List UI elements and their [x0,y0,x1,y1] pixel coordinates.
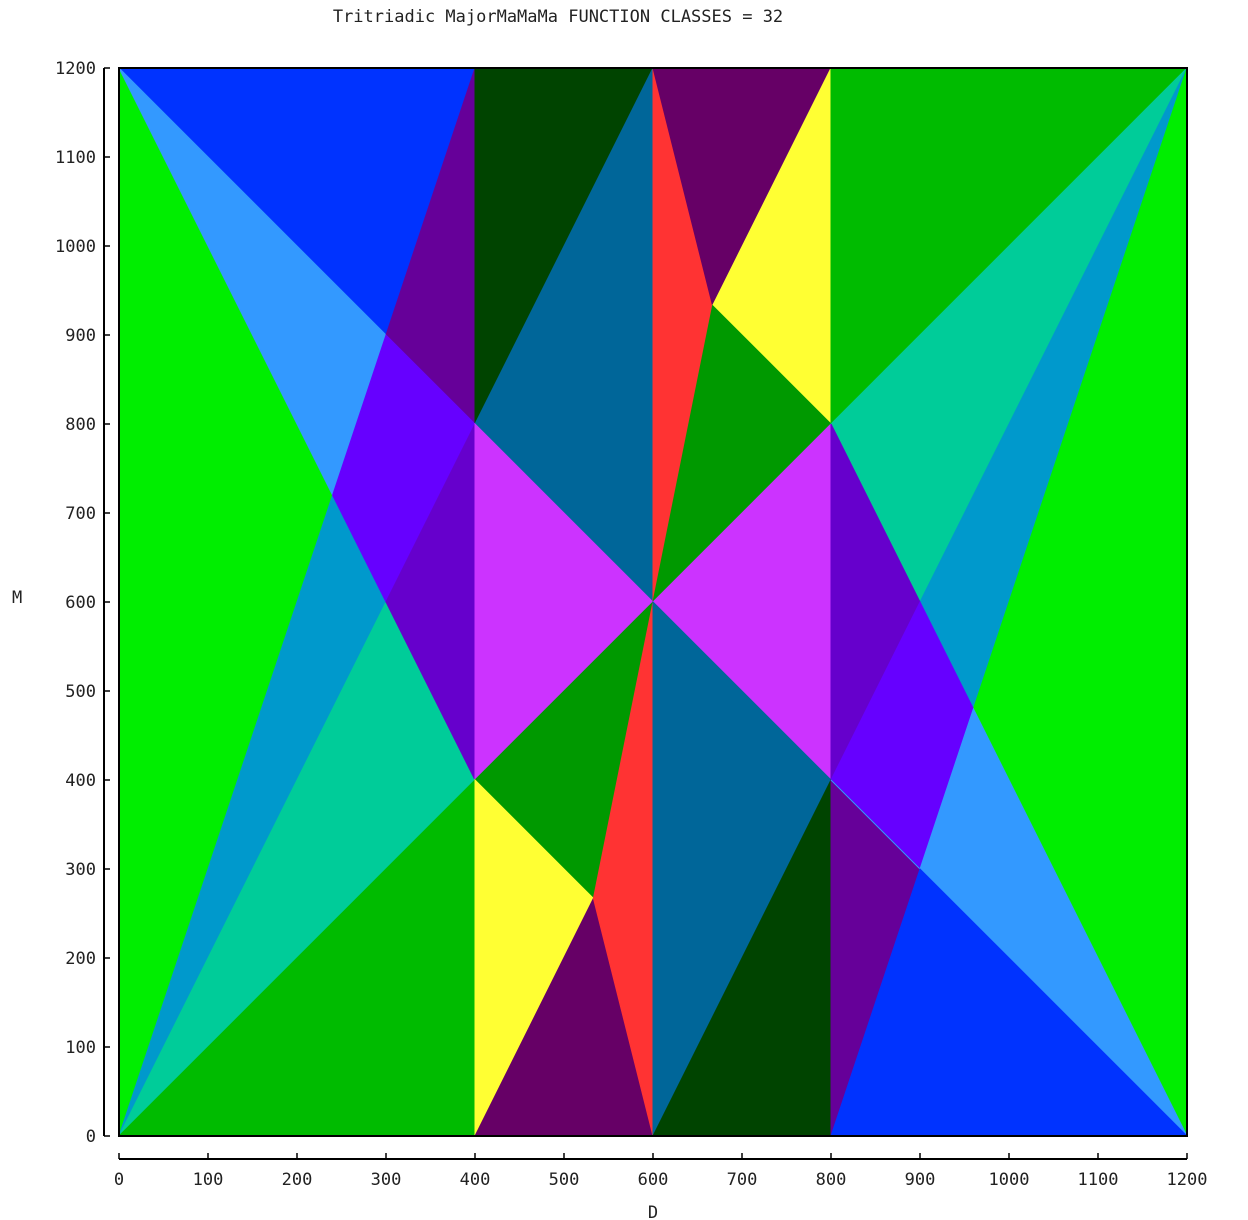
x-tick-label: 1100 [1078,1170,1119,1190]
y-tick-label: 1100 [55,148,96,168]
x-tick-label: 200 [282,1170,313,1190]
y-tick-label: 900 [65,326,96,346]
x-tick-label: 0 [114,1170,124,1190]
x-axis-label: D [648,1203,658,1220]
chart-title: Tritriadic MajorMaMaMa FUNCTION CLASSES … [333,7,783,27]
x-tick-label: 500 [549,1170,580,1190]
x-tick-label: 100 [193,1170,224,1190]
x-tick-label: 1000 [989,1170,1030,1190]
y-tick-label: 300 [65,860,96,880]
x-tick-label: 400 [460,1170,491,1190]
y-tick-label: 100 [65,1038,96,1058]
x-tick-label: 700 [727,1170,758,1190]
y-tick-label: 700 [65,504,96,524]
y-tick-label: 200 [65,949,96,969]
y-axis: 0 100 200 300 400 500 600 700 800 900 1000 1100 1200 [55,59,110,1147]
y-tick-label: 500 [65,682,96,702]
x-tick-label: 1200 [1167,1170,1208,1190]
x-tick-label: 300 [371,1170,402,1190]
x-tick-label: 800 [816,1170,847,1190]
y-tick-label: 1200 [55,59,96,79]
y-tick-label: 1000 [55,237,96,257]
plot-frame [118,67,1188,1137]
y-axis-label: M [12,588,22,608]
x-tick-label: 900 [905,1170,936,1190]
x-tick-label: 600 [638,1170,669,1190]
y-tick-label: 400 [65,771,96,791]
y-tick-label: 800 [65,415,96,435]
plot-regions [117,67,1189,1137]
x-axis: 0 100 200 300 400 500 600 700 800 900 1000 1100 1200 [114,1153,1208,1190]
y-tick-label: 600 [65,593,96,613]
y-tick-label: 0 [86,1127,96,1147]
